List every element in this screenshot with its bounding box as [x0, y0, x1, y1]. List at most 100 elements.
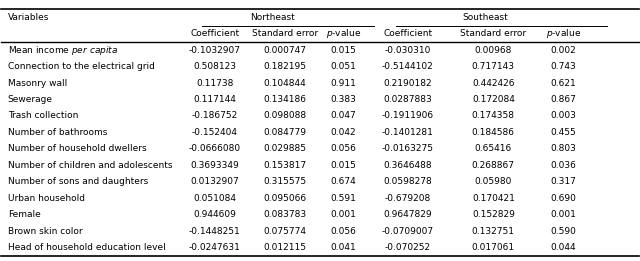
Text: 0.803: 0.803 [550, 144, 577, 153]
Text: -0.1911906: -0.1911906 [382, 111, 434, 121]
Text: 0.083783: 0.083783 [264, 210, 307, 219]
Text: 0.05980: 0.05980 [475, 177, 512, 186]
Text: 0.041: 0.041 [331, 243, 356, 252]
Text: 0.591: 0.591 [331, 194, 356, 203]
Text: Variables: Variables [8, 13, 49, 22]
Text: 0.717143: 0.717143 [472, 62, 515, 71]
Text: 0.051: 0.051 [331, 62, 356, 71]
Text: -0.1401281: -0.1401281 [382, 128, 434, 137]
Text: 0.015: 0.015 [331, 46, 356, 55]
Text: 0.056: 0.056 [331, 227, 356, 236]
Text: Female: Female [8, 210, 40, 219]
Text: Urban household: Urban household [8, 194, 84, 203]
Text: 0.051084: 0.051084 [193, 194, 236, 203]
Text: 0.056: 0.056 [331, 144, 356, 153]
Text: 0.134186: 0.134186 [264, 95, 307, 104]
Text: 0.690: 0.690 [550, 194, 577, 203]
Text: -0.070252: -0.070252 [385, 243, 431, 252]
Text: 0.117144: 0.117144 [193, 95, 236, 104]
Text: 0.9647829: 0.9647829 [383, 210, 432, 219]
Text: 0.674: 0.674 [331, 177, 356, 186]
Text: 0.590: 0.590 [550, 227, 577, 236]
Text: 0.042: 0.042 [331, 128, 356, 137]
Text: Number of bathrooms: Number of bathrooms [8, 128, 107, 137]
Text: -0.0666080: -0.0666080 [189, 144, 241, 153]
Text: 0.0598278: 0.0598278 [383, 177, 432, 186]
Text: 0.383: 0.383 [331, 95, 356, 104]
Text: 0.0132907: 0.0132907 [191, 177, 239, 186]
Text: 0.455: 0.455 [550, 128, 576, 137]
Text: 0.911: 0.911 [331, 79, 356, 88]
Text: 0.095066: 0.095066 [264, 194, 307, 203]
Text: 0.743: 0.743 [550, 62, 576, 71]
Text: 0.132751: 0.132751 [472, 227, 515, 236]
Text: 0.2190182: 0.2190182 [383, 79, 432, 88]
Text: Head of household education level: Head of household education level [8, 243, 166, 252]
Text: 0.172084: 0.172084 [472, 95, 515, 104]
Text: Mean income $\it{per\ capita}$: Mean income $\it{per\ capita}$ [8, 44, 118, 57]
Text: 0.00968: 0.00968 [475, 46, 512, 55]
Text: -0.1032907: -0.1032907 [189, 46, 241, 55]
Text: Coefficient: Coefficient [383, 29, 433, 38]
Text: 0.001: 0.001 [550, 210, 577, 219]
Text: 0.268867: 0.268867 [472, 161, 515, 170]
Text: 0.015: 0.015 [331, 161, 356, 170]
Text: 0.017061: 0.017061 [472, 243, 515, 252]
Text: 0.621: 0.621 [550, 79, 576, 88]
Text: -0.0709007: -0.0709007 [382, 227, 434, 236]
Text: Standard error: Standard error [460, 29, 526, 38]
Text: -0.152404: -0.152404 [192, 128, 238, 137]
Text: 0.001: 0.001 [331, 210, 356, 219]
Text: Trash collection: Trash collection [8, 111, 78, 121]
Text: 0.442426: 0.442426 [472, 79, 515, 88]
Text: Number of household dwellers: Number of household dwellers [8, 144, 147, 153]
Text: -0.5144102: -0.5144102 [382, 62, 434, 71]
Text: 0.012115: 0.012115 [264, 243, 307, 252]
Text: Coefficient: Coefficient [190, 29, 239, 38]
Text: Southeast: Southeast [463, 13, 509, 22]
Text: 0.044: 0.044 [550, 243, 576, 252]
Text: -0.030310: -0.030310 [385, 46, 431, 55]
Text: Sewerage: Sewerage [8, 95, 52, 104]
Text: 0.002: 0.002 [550, 46, 576, 55]
Text: 0.084779: 0.084779 [264, 128, 307, 137]
Text: 0.003: 0.003 [550, 111, 577, 121]
Text: Northeast: Northeast [250, 13, 294, 22]
Text: 0.3693349: 0.3693349 [191, 161, 239, 170]
Text: Number of sons and daughters: Number of sons and daughters [8, 177, 148, 186]
Text: 0.944609: 0.944609 [193, 210, 236, 219]
Text: -0.679208: -0.679208 [385, 194, 431, 203]
Text: 0.170421: 0.170421 [472, 194, 515, 203]
Text: 0.0287883: 0.0287883 [383, 95, 432, 104]
Text: -0.0163275: -0.0163275 [382, 144, 434, 153]
Text: -0.186752: -0.186752 [192, 111, 238, 121]
Text: 0.182195: 0.182195 [264, 62, 307, 71]
Text: $p$-value: $p$-value [546, 27, 581, 40]
Text: 0.11738: 0.11738 [196, 79, 234, 88]
Text: 0.098088: 0.098088 [264, 111, 307, 121]
Text: 0.3646488: 0.3646488 [383, 161, 432, 170]
Text: Standard error: Standard error [252, 29, 318, 38]
Text: $p$-value: $p$-value [326, 27, 361, 40]
Text: Connection to the electrical grid: Connection to the electrical grid [8, 62, 155, 71]
Text: 0.153817: 0.153817 [264, 161, 307, 170]
Text: 0.152829: 0.152829 [472, 210, 515, 219]
Text: Masonry wall: Masonry wall [8, 79, 67, 88]
Text: 0.65416: 0.65416 [475, 144, 512, 153]
Text: 0.174358: 0.174358 [472, 111, 515, 121]
Text: 0.508123: 0.508123 [193, 62, 236, 71]
Text: 0.184586: 0.184586 [472, 128, 515, 137]
Text: 0.029885: 0.029885 [264, 144, 307, 153]
Text: 0.104844: 0.104844 [264, 79, 307, 88]
Text: 0.867: 0.867 [550, 95, 577, 104]
Text: 0.075774: 0.075774 [264, 227, 307, 236]
Text: -0.1448251: -0.1448251 [189, 227, 241, 236]
Text: -0.0247631: -0.0247631 [189, 243, 241, 252]
Text: 0.047: 0.047 [331, 111, 356, 121]
Text: Number of children and adolescents: Number of children and adolescents [8, 161, 172, 170]
Text: 0.315575: 0.315575 [264, 177, 307, 186]
Text: 0.000747: 0.000747 [264, 46, 307, 55]
Text: 0.317: 0.317 [550, 177, 577, 186]
Text: Brown skin color: Brown skin color [8, 227, 83, 236]
Text: 0.036: 0.036 [550, 161, 577, 170]
